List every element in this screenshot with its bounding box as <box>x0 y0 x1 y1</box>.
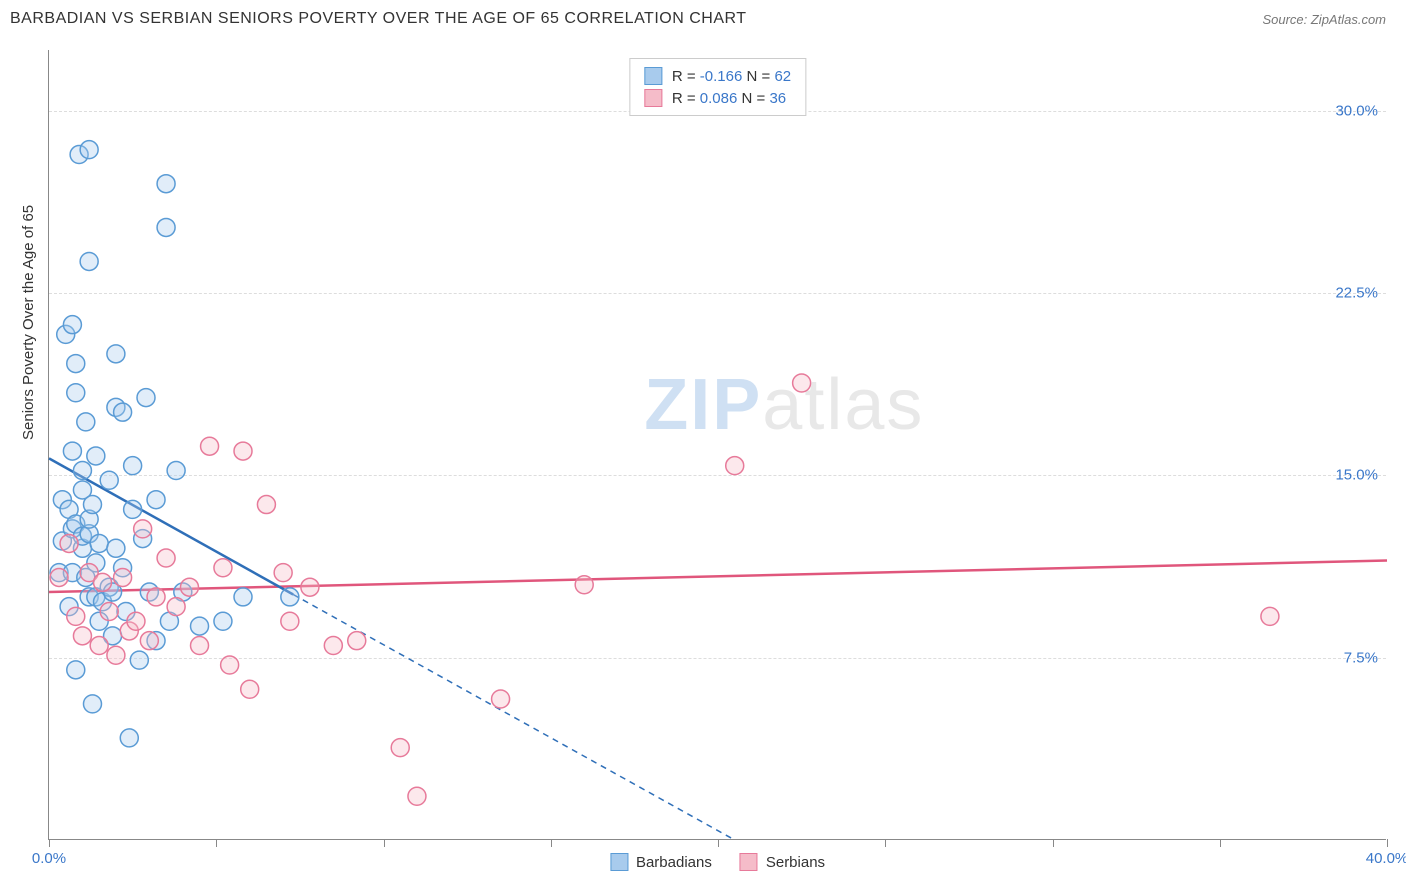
data-point <box>147 491 165 509</box>
data-point <box>80 141 98 159</box>
data-point <box>127 612 145 630</box>
data-point <box>408 787 426 805</box>
legend-swatch <box>740 853 758 871</box>
data-point <box>137 389 155 407</box>
data-point <box>214 612 232 630</box>
data-point <box>147 588 165 606</box>
data-point <box>124 500 142 518</box>
data-point <box>348 632 366 650</box>
y-axis-label: Seniors Poverty Over the Age of 65 <box>20 205 37 440</box>
data-point <box>130 651 148 669</box>
x-tick <box>1220 839 1221 847</box>
data-point <box>77 413 95 431</box>
data-point <box>140 632 158 650</box>
data-point <box>391 739 409 757</box>
data-point <box>114 568 132 586</box>
data-point <box>281 588 299 606</box>
data-point <box>90 637 108 655</box>
data-point <box>726 457 744 475</box>
x-tick <box>1053 839 1054 847</box>
data-point <box>201 437 219 455</box>
legend-item: Barbadians <box>610 853 712 871</box>
data-point <box>87 447 105 465</box>
x-tick <box>216 839 217 847</box>
data-point <box>180 578 198 596</box>
data-point <box>73 462 91 480</box>
data-point <box>83 695 101 713</box>
chart-container: BARBADIAN VS SERBIAN SENIORS POVERTY OVE… <box>0 0 1406 892</box>
chart-title: BARBADIAN VS SERBIAN SENIORS POVERTY OVE… <box>10 10 747 28</box>
data-point <box>234 442 252 460</box>
legend-item: Serbians <box>740 853 825 871</box>
data-point <box>257 496 275 514</box>
x-tick <box>718 839 719 847</box>
data-point <box>94 573 112 591</box>
legend-row: R = -0.166 N = 62 <box>644 65 791 87</box>
x-tick <box>49 839 50 847</box>
x-tick <box>384 839 385 847</box>
data-point <box>63 442 81 460</box>
data-point <box>167 462 185 480</box>
data-point <box>67 384 85 402</box>
x-tick-label: 40.0% <box>1366 850 1406 867</box>
data-point <box>157 218 175 236</box>
data-point <box>241 680 259 698</box>
data-point <box>191 617 209 635</box>
data-point <box>100 603 118 621</box>
data-point <box>80 252 98 270</box>
data-point <box>492 690 510 708</box>
correlation-legend: R = -0.166 N = 62 R = 0.086 N = 36 <box>629 58 806 116</box>
data-point <box>73 627 91 645</box>
data-point <box>281 612 299 630</box>
data-point <box>324 637 342 655</box>
series-legend: Barbadians Serbians <box>610 853 825 871</box>
legend-stat: R = 0.086 N = 36 <box>672 90 786 107</box>
data-point <box>107 646 125 664</box>
data-point <box>274 564 292 582</box>
legend-stat: R = -0.166 N = 62 <box>672 68 791 85</box>
data-point <box>793 374 811 392</box>
data-point <box>107 345 125 363</box>
data-point <box>63 316 81 334</box>
data-point <box>221 656 239 674</box>
data-point <box>1261 607 1279 625</box>
data-point <box>157 549 175 567</box>
data-point <box>107 539 125 557</box>
legend-row: R = 0.086 N = 36 <box>644 87 791 109</box>
x-tick <box>1387 839 1388 847</box>
source-attribution: Source: ZipAtlas.com <box>1262 12 1386 27</box>
legend-swatch <box>644 89 662 107</box>
x-tick <box>551 839 552 847</box>
legend-swatch <box>610 853 628 871</box>
data-point <box>301 578 319 596</box>
x-tick <box>885 839 886 847</box>
data-point <box>134 520 152 538</box>
data-point <box>234 588 252 606</box>
legend-label: Serbians <box>766 854 825 871</box>
plot-area: ZIPatlas 7.5%15.0%22.5%30.0% 0.0%40.0% R… <box>48 50 1386 840</box>
header: BARBADIAN VS SERBIAN SENIORS POVERTY OVE… <box>0 0 1406 38</box>
data-point <box>124 457 142 475</box>
data-point <box>67 355 85 373</box>
legend-swatch <box>644 67 662 85</box>
data-point <box>67 607 85 625</box>
data-point <box>90 534 108 552</box>
data-point <box>120 729 138 747</box>
data-point <box>114 403 132 421</box>
data-point <box>191 637 209 655</box>
data-point <box>50 568 68 586</box>
x-tick-label: 0.0% <box>32 850 66 867</box>
legend-label: Barbadians <box>636 854 712 871</box>
data-point <box>100 471 118 489</box>
data-point <box>67 661 85 679</box>
data-point <box>157 175 175 193</box>
data-point <box>83 496 101 514</box>
data-point <box>575 576 593 594</box>
regression-line <box>49 560 1387 592</box>
data-point <box>167 598 185 616</box>
scatter-svg <box>49 50 1386 839</box>
data-point <box>60 534 78 552</box>
data-point <box>214 559 232 577</box>
